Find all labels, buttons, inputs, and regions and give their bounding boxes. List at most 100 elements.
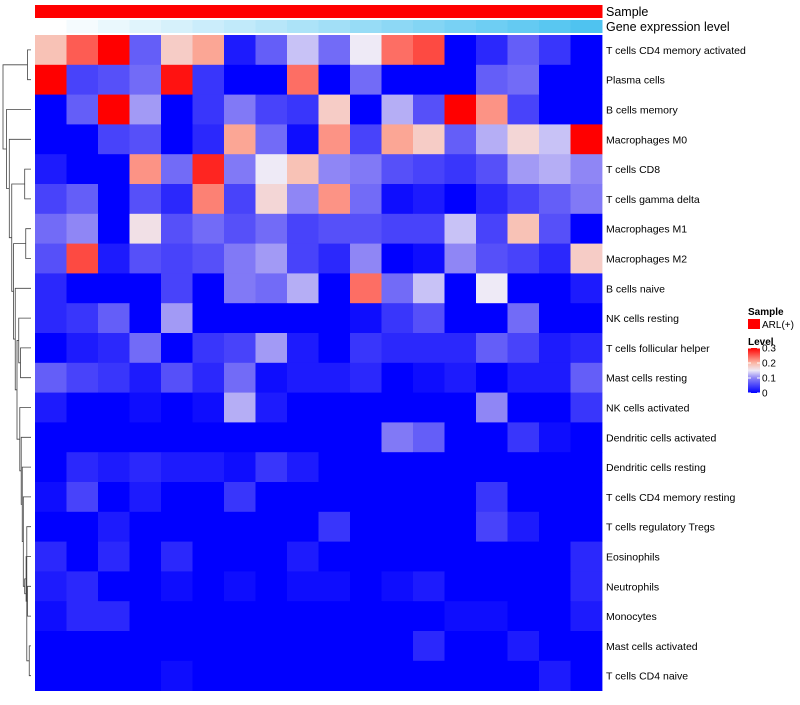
heatmap-cell (35, 571, 67, 602)
annotation-cell (129, 20, 162, 33)
annotation-cell (255, 5, 288, 18)
heatmap-cell (413, 333, 445, 364)
heatmap-cell (161, 64, 193, 95)
heatmap-cell (35, 35, 67, 66)
heatmap-cell (255, 243, 288, 274)
annotation-cell (476, 20, 508, 33)
heatmap-cell (161, 333, 193, 364)
annotation-cell (318, 20, 351, 33)
heatmap-cell (224, 303, 256, 334)
heatmap-cell (507, 243, 540, 274)
annotation-cell (287, 20, 319, 33)
annotation-cell (161, 5, 193, 18)
heatmap-cell (287, 511, 319, 542)
heatmap-cell (66, 482, 99, 513)
heatmap-cell (35, 422, 67, 453)
heatmap-cell (350, 601, 382, 632)
heatmap-cell (413, 452, 445, 483)
heatmap-cell (224, 422, 256, 453)
heatmap-cell (192, 303, 225, 334)
heatmap-cell (98, 273, 130, 304)
heatmap-cell (98, 184, 130, 215)
heatmap-cell (507, 631, 540, 662)
heatmap-cell (98, 482, 130, 513)
heatmap-cell (129, 64, 162, 95)
row-label: Mast cells activated (606, 641, 698, 653)
heatmap-cell (192, 452, 225, 483)
annotation-cell (98, 20, 130, 33)
heatmap-cell (66, 571, 99, 602)
heatmap-cell (287, 94, 319, 125)
heatmap-cell (287, 482, 319, 513)
heatmap-cell (287, 333, 319, 364)
heatmap-cell (381, 94, 414, 125)
annotation-cell (413, 5, 445, 18)
heatmap-cell (381, 213, 414, 244)
heatmap-cell (98, 303, 130, 334)
heatmap-cell (287, 660, 319, 691)
annotation-cell (413, 20, 445, 33)
heatmap-cell (129, 362, 162, 393)
heatmap-cell (287, 422, 319, 453)
heatmap-cell (444, 422, 477, 453)
annotation-cell (66, 20, 99, 33)
heatmap-cell (192, 482, 225, 513)
heatmap-cell (476, 35, 508, 66)
heatmap-cell (318, 64, 351, 95)
heatmap-cell (35, 124, 67, 155)
heatmap-cell (570, 392, 603, 423)
heatmap-cell (287, 243, 319, 274)
heatmap-cell (66, 631, 99, 662)
heatmap-cell (66, 362, 99, 393)
heatmap-cell (570, 213, 603, 244)
row-label: T cells CD4 naive (606, 671, 688, 683)
heatmap-cell (129, 154, 162, 185)
heatmap-cell (476, 64, 508, 95)
heatmap-cell (161, 631, 193, 662)
heatmap-cell (192, 601, 225, 632)
row-label: Macrophages M0 (606, 134, 687, 146)
heatmap-cell (318, 184, 351, 215)
heatmap-cell (381, 362, 414, 393)
heatmap-cell (35, 541, 67, 572)
heatmap-cell (255, 213, 288, 244)
dendrogram-branch (20, 436, 31, 505)
heatmap-cell (192, 94, 225, 125)
row-label: Macrophages M2 (606, 254, 687, 266)
heatmap-cell (318, 213, 351, 244)
heatmap-cell (255, 35, 288, 66)
heatmap-cell (287, 541, 319, 572)
heatmap-cell (350, 422, 382, 453)
heatmap-cell (539, 243, 571, 274)
heatmap-cell (570, 64, 603, 95)
heatmap-cell (255, 601, 288, 632)
heatmap-cell (287, 303, 319, 334)
heatmap-cell (255, 94, 288, 125)
heatmap-cell (98, 35, 130, 66)
heatmap-cell (350, 273, 382, 304)
heatmap-cell (129, 660, 162, 691)
dendrogram-branch (8, 138, 31, 239)
heatmap-cell (444, 64, 477, 95)
heatmap-cell (413, 362, 445, 393)
heatmap-cell (287, 273, 319, 304)
heatmap-cell (161, 571, 193, 602)
heatmap-cell (161, 154, 193, 185)
heatmap-cell (318, 511, 351, 542)
heatmap-cell (129, 124, 162, 155)
heatmap-cell (476, 571, 508, 602)
heatmap-cell (350, 333, 382, 364)
row-label: Dendritic cells resting (606, 462, 706, 474)
heatmap-cell (570, 452, 603, 483)
annotation-label: Sample (606, 5, 648, 19)
heatmap-cell (224, 124, 256, 155)
heatmap-cell (476, 333, 508, 364)
heatmap-cell (255, 660, 288, 691)
annotation-cell (192, 20, 225, 33)
heatmap-cell (35, 303, 67, 334)
annotation-cell (224, 20, 256, 33)
heatmap-cell (476, 601, 508, 632)
heatmap-cell (507, 94, 540, 125)
heatmap-cell (539, 660, 571, 691)
